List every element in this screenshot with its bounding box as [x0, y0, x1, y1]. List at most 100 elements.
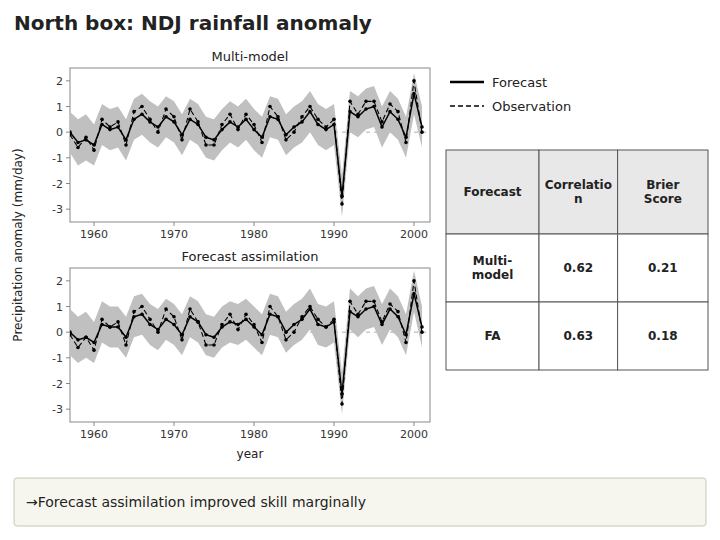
series-marker	[204, 333, 208, 337]
series-marker	[316, 323, 320, 327]
series-line	[70, 81, 422, 204]
series-marker	[84, 336, 88, 340]
series-marker	[164, 307, 168, 311]
y-tick	[66, 357, 70, 358]
subtitle: Forecast assimilation	[181, 249, 318, 264]
y-tick-label: 2	[56, 275, 63, 288]
series-marker	[372, 300, 376, 304]
series-marker	[268, 305, 272, 309]
series-marker	[324, 325, 328, 329]
table-cell	[618, 234, 708, 302]
series-marker	[340, 202, 344, 206]
table-value: Multi-model	[472, 254, 514, 282]
series-marker	[124, 143, 128, 147]
series-marker	[156, 125, 160, 129]
x-tick	[174, 222, 175, 226]
series-marker	[100, 318, 104, 322]
table: Forecast Correlation BrierScore Multi-model…	[446, 150, 708, 370]
y-tick	[66, 132, 70, 133]
spread-band	[70, 271, 422, 415]
series-marker	[156, 130, 160, 134]
series-marker	[100, 118, 104, 122]
y-tick	[66, 80, 70, 81]
x-tick	[174, 422, 175, 426]
series-marker	[324, 125, 328, 129]
table-header: Forecast	[463, 185, 521, 199]
annotation-box	[14, 478, 706, 526]
chart-root: North box: NDJ rainfall anomaly Multi-mod…	[0, 0, 720, 540]
series-marker	[204, 343, 208, 347]
series-marker	[108, 325, 112, 329]
series-marker	[228, 320, 232, 324]
x-tick	[414, 422, 415, 426]
series-marker	[324, 325, 328, 329]
series-marker	[196, 320, 200, 324]
y-tick-label: 0	[56, 126, 63, 139]
series-marker	[148, 118, 152, 122]
series-marker	[212, 336, 216, 340]
series-marker	[228, 312, 232, 316]
text-line: Multi-	[473, 254, 512, 268]
legend-swatch	[450, 81, 484, 84]
y-tick	[66, 157, 70, 158]
series-marker	[308, 305, 312, 309]
y-tick-label: -2	[52, 178, 63, 191]
series-marker	[172, 315, 176, 319]
series-marker	[292, 323, 296, 327]
data-layer	[70, 271, 430, 415]
series-marker	[140, 305, 144, 309]
series-marker	[276, 115, 280, 119]
series-marker	[244, 312, 248, 316]
series-marker	[268, 115, 272, 119]
x-tick	[94, 222, 95, 226]
series-marker	[404, 141, 408, 145]
y-tick-label: -2	[52, 378, 63, 391]
y-tick	[66, 280, 70, 281]
title: North box: NDJ rainfall anomaly	[14, 11, 372, 35]
text-line: Correlatio	[545, 178, 612, 192]
series-marker	[412, 92, 416, 96]
x-tick-label: 1990	[320, 228, 348, 241]
series-marker	[116, 120, 120, 124]
x-tick-label: 2000	[400, 228, 428, 241]
series-marker	[284, 338, 288, 342]
series-marker	[236, 323, 240, 327]
series-marker	[84, 136, 88, 140]
series-marker	[412, 292, 416, 296]
series-marker	[76, 346, 80, 350]
x-tick-label: 2000	[400, 428, 428, 441]
x-tick-label: 1990	[320, 428, 348, 441]
series-marker	[148, 318, 152, 322]
series-marker	[212, 343, 216, 347]
series-marker	[76, 338, 80, 342]
series-marker	[300, 315, 304, 319]
y-tick	[66, 409, 70, 410]
series-marker	[188, 315, 192, 319]
y-tick-label: 0	[56, 326, 63, 339]
series-marker	[364, 100, 368, 104]
y-tick	[66, 332, 70, 333]
series-marker	[92, 148, 96, 152]
series-marker	[188, 307, 192, 311]
series-marker	[388, 102, 392, 106]
series-marker	[284, 330, 288, 334]
series-marker	[308, 105, 312, 109]
y-axis-label: Precipitation anomaly (mm/day)	[11, 148, 25, 341]
series-marker	[116, 320, 120, 324]
table-header: Correlation	[545, 178, 612, 206]
data-layer	[70, 73, 430, 217]
series-marker	[316, 318, 320, 322]
series-marker	[308, 110, 312, 114]
series-marker	[364, 107, 368, 111]
series-marker	[70, 333, 72, 337]
series-marker	[108, 125, 112, 129]
plot: Multi-model-3-2-101219601970198019902000	[52, 49, 430, 241]
table-header: BrierScore	[644, 178, 682, 206]
y-tick	[66, 183, 70, 184]
series-marker	[132, 110, 136, 114]
series-marker	[412, 79, 416, 83]
series-marker	[92, 348, 96, 352]
series-marker	[292, 130, 296, 134]
legend-label: Observation	[492, 99, 571, 114]
series-marker	[220, 323, 224, 327]
